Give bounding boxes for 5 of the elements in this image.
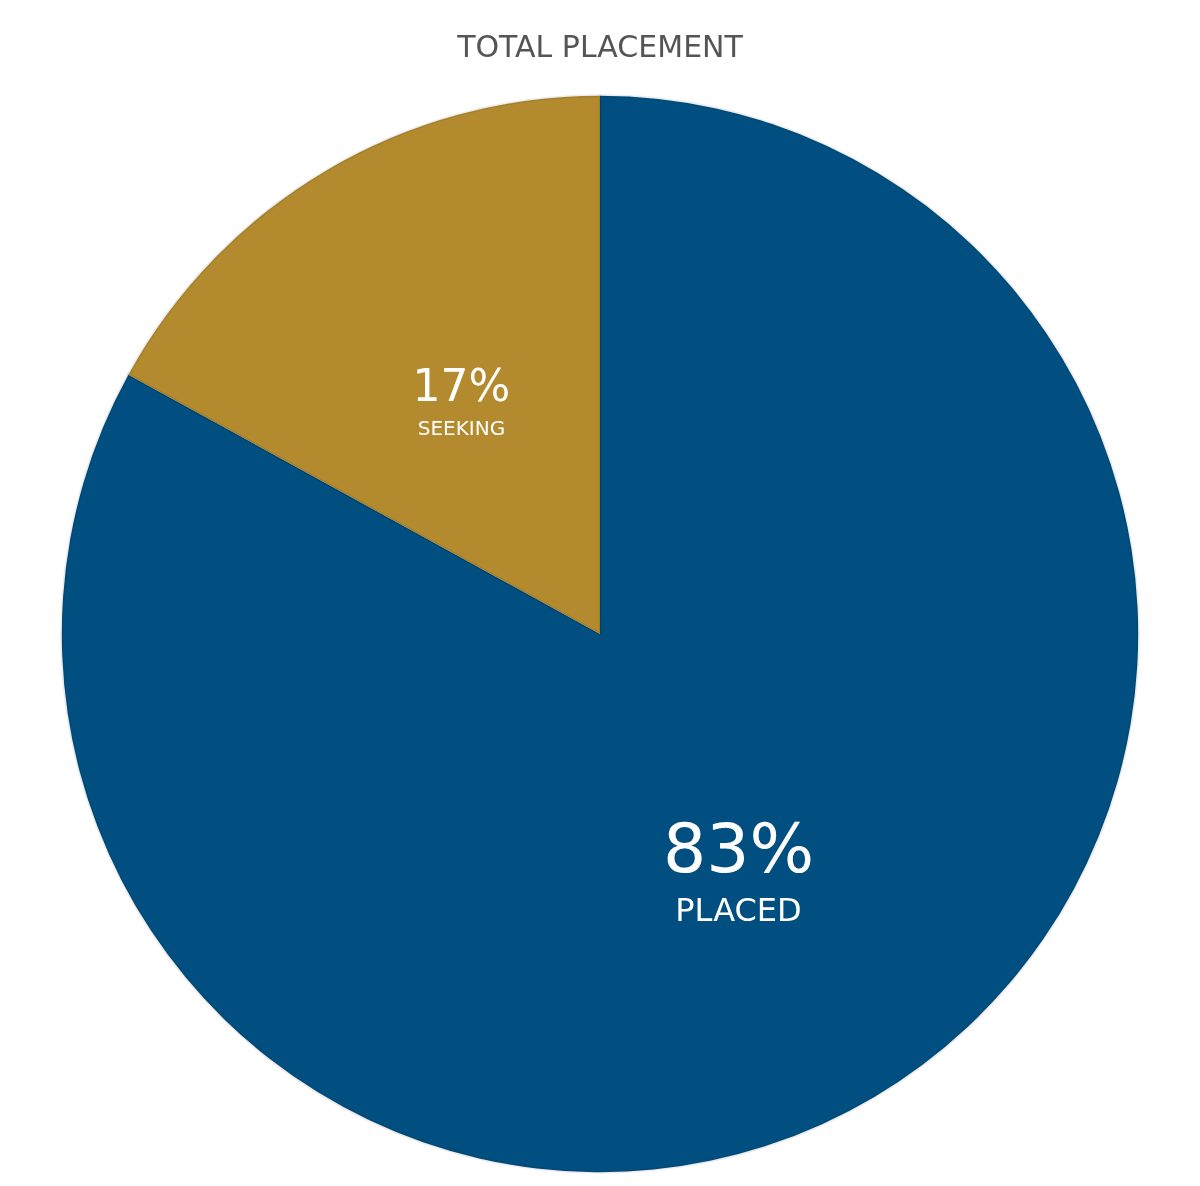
slice-label: SEEKING: [417, 415, 506, 440]
slice-label: PLACED: [675, 891, 802, 930]
data-label: 17%: [412, 360, 511, 412]
chart-title: TOTAL PLACEMENT: [456, 28, 744, 64]
data-label: 83%: [662, 808, 815, 888]
